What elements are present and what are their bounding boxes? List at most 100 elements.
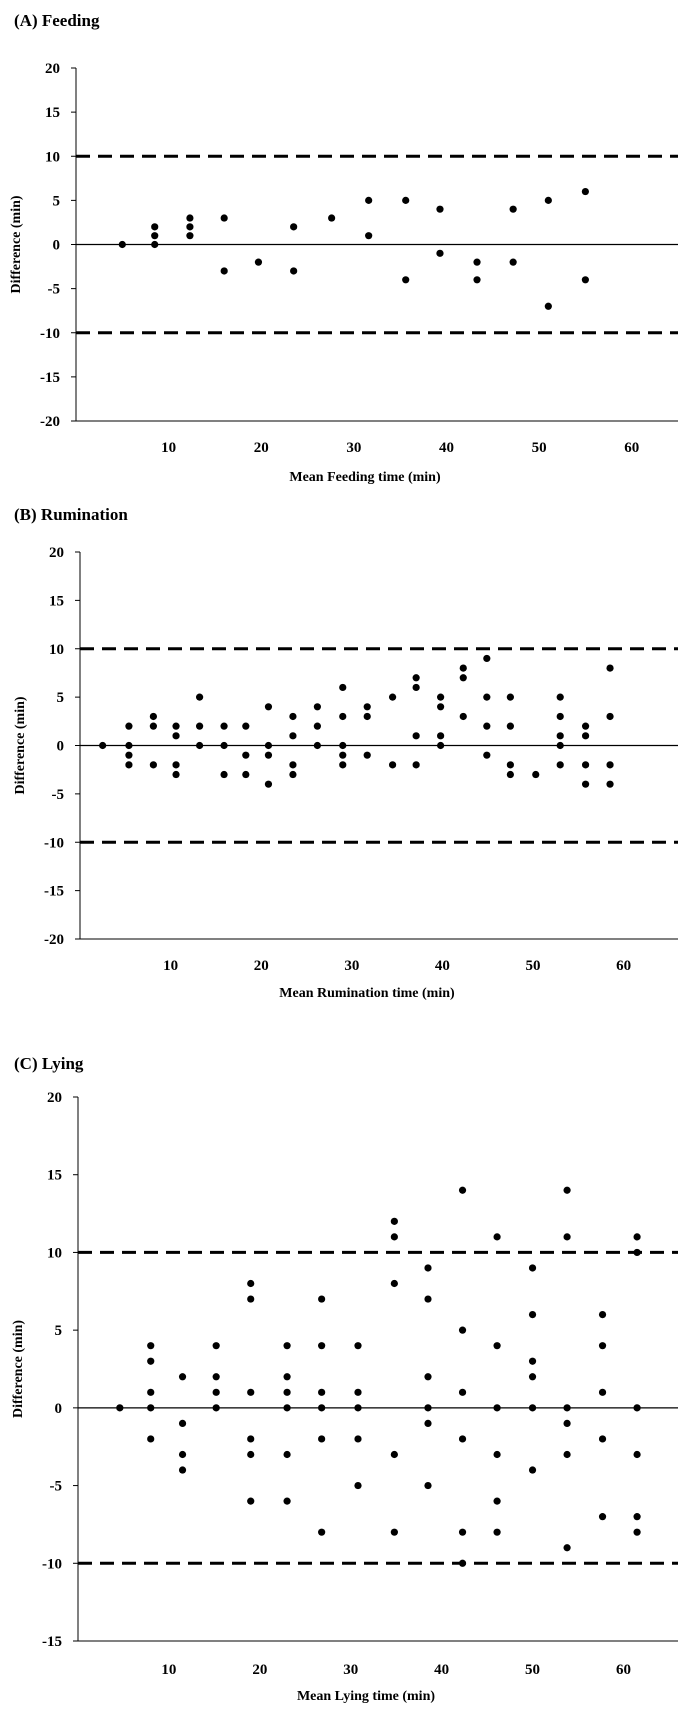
y-tick-label: -5 <box>50 1479 63 1495</box>
data-point <box>247 1450 255 1459</box>
data-point <box>581 187 589 196</box>
y-tick-label: -10 <box>40 326 60 342</box>
data-point <box>254 258 263 266</box>
data-point <box>178 1419 187 1427</box>
data-point <box>264 751 273 759</box>
data-point <box>178 1373 187 1381</box>
data-point <box>581 780 590 788</box>
data-point <box>339 683 347 692</box>
data-point <box>458 1186 467 1194</box>
data-point <box>363 712 371 721</box>
data-point <box>493 1404 501 1412</box>
data-point <box>178 1450 187 1459</box>
data-point <box>598 1388 607 1396</box>
x-tick-label: 50 <box>525 1662 540 1678</box>
data-point <box>289 712 297 721</box>
data-point <box>458 1326 467 1334</box>
data-point <box>247 1435 255 1443</box>
data-point <box>339 741 347 750</box>
data-point <box>528 1264 537 1272</box>
data-point <box>99 741 107 750</box>
data-point <box>125 751 133 759</box>
x-tick-label: 20 <box>252 1662 267 1678</box>
data-point <box>212 1373 220 1381</box>
data-point <box>390 1233 398 1241</box>
data-point <box>313 741 321 750</box>
data-point <box>365 196 373 204</box>
data-point <box>424 1373 432 1381</box>
data-point <box>506 693 514 701</box>
data-point <box>186 232 194 240</box>
data-point <box>220 770 228 779</box>
data-point <box>363 751 371 759</box>
data-point <box>151 223 159 231</box>
data-point <box>328 214 336 222</box>
data-point <box>220 741 228 750</box>
x-tick-label: 60 <box>616 1662 631 1678</box>
data-point <box>125 741 133 750</box>
x-tick-label: 60 <box>624 440 639 456</box>
data-point <box>363 703 371 711</box>
data-point <box>598 1311 607 1319</box>
data-point <box>147 1388 155 1396</box>
data-point <box>509 258 517 266</box>
data-point <box>424 1404 432 1412</box>
data-point <box>473 258 481 266</box>
x-tick-label: 30 <box>346 440 361 456</box>
data-point <box>459 664 467 672</box>
data-point <box>264 741 273 750</box>
data-point <box>528 1466 537 1474</box>
data-point <box>606 780 614 788</box>
data-point <box>283 1497 291 1505</box>
data-point <box>412 674 420 682</box>
data-point <box>528 1404 537 1412</box>
data-point <box>220 267 228 275</box>
data-point <box>212 1342 220 1350</box>
data-point <box>493 1342 501 1350</box>
data-point <box>483 722 491 730</box>
data-point <box>220 214 228 222</box>
data-point <box>424 1481 432 1490</box>
x-tick-label: 20 <box>254 440 269 456</box>
data-point <box>563 1404 571 1412</box>
x-tick-label: 30 <box>344 958 359 974</box>
data-point <box>473 276 481 284</box>
data-point <box>196 741 204 750</box>
data-point <box>151 240 159 249</box>
data-point <box>147 1342 155 1350</box>
data-point <box>598 1513 607 1521</box>
data-point <box>556 732 564 740</box>
data-point <box>247 1295 255 1303</box>
y-tick-label: -15 <box>44 884 64 900</box>
data-point <box>289 761 297 769</box>
data-point <box>532 770 540 779</box>
data-point <box>390 1450 398 1459</box>
data-point <box>633 1528 641 1536</box>
data-point <box>388 761 397 769</box>
y-tick-label: -5 <box>48 282 61 298</box>
data-point <box>436 205 444 213</box>
data-point <box>598 1342 607 1350</box>
data-point <box>483 751 491 759</box>
data-point <box>172 722 180 730</box>
x-axis-label: Mean Lying time (min) <box>297 1689 435 1704</box>
y-axis-label: Difference (min) <box>13 696 28 794</box>
data-point <box>458 1435 467 1443</box>
data-point <box>437 693 445 701</box>
data-point <box>149 712 157 721</box>
data-point <box>528 1357 537 1365</box>
data-point <box>149 722 157 730</box>
data-point <box>147 1404 155 1412</box>
data-point <box>412 732 420 740</box>
data-point <box>318 1435 326 1443</box>
data-point <box>437 703 445 711</box>
data-point <box>556 693 564 701</box>
data-point <box>172 761 180 769</box>
y-axis-label: Difference (min) <box>11 1320 26 1418</box>
x-tick-label: 40 <box>434 1662 449 1678</box>
data-point <box>172 732 180 740</box>
x-tick-label: 10 <box>161 440 176 456</box>
y-tick-label: 15 <box>45 105 60 121</box>
y-tick-label: 20 <box>45 61 60 77</box>
data-point <box>563 1233 571 1241</box>
